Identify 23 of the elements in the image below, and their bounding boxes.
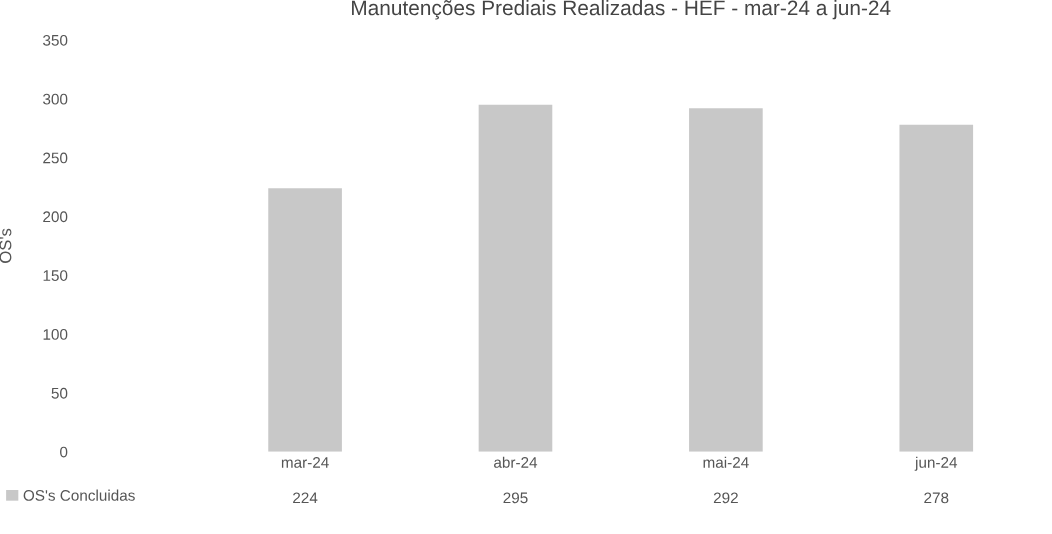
y-tick-label: 250	[43, 152, 68, 164]
y-tick-label: 350	[43, 34, 68, 46]
y-axis-title: OS's	[0, 228, 12, 263]
y-tick-label: 50	[51, 387, 68, 399]
legend-label: OS's Concluidas	[23, 489, 135, 501]
bar	[689, 108, 763, 452]
x-tick-label: jun-24	[914, 456, 958, 471]
x-tick-label: mai-24	[703, 456, 749, 468]
y-tick-label: 100	[43, 329, 68, 340]
data-label: 224	[293, 492, 318, 504]
chart-title: Manutenções Prediais Realizadas - HEF - mar-24 a jun-24	[352, 0, 891, 20]
data-label: 278	[924, 492, 949, 504]
bar	[899, 124, 974, 452]
y-tick-label: 0	[60, 446, 68, 458]
bar	[268, 188, 342, 452]
y-tick-label: 200	[43, 211, 68, 223]
x-tick-label: abr-24	[494, 456, 538, 468]
data-label: 292	[713, 492, 738, 504]
data-label: 295	[503, 492, 528, 504]
bar	[478, 104, 553, 452]
x-tick-label: mar-24	[281, 457, 329, 468]
y-tick-label: 150	[43, 270, 68, 281]
y-tick-label: 300	[43, 93, 68, 105]
